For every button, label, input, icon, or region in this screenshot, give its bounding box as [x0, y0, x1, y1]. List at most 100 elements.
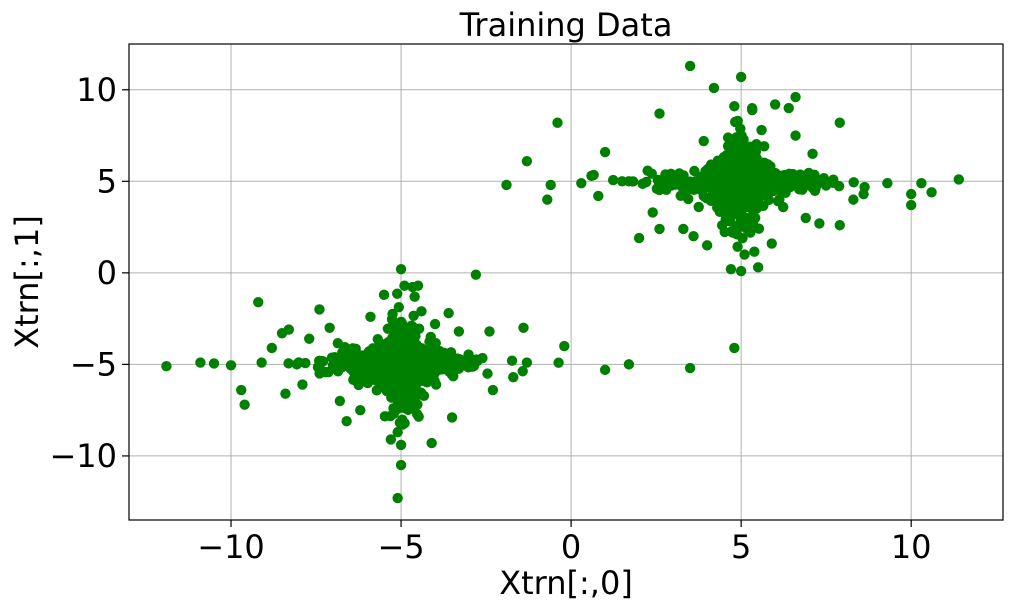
- data-point: [349, 374, 360, 386]
- chart-title: Training Data: [459, 6, 673, 44]
- data-point: [521, 155, 533, 167]
- data-point: [508, 372, 519, 383]
- data-point: [362, 377, 373, 389]
- data-point: [385, 434, 397, 445]
- data-point: [517, 366, 528, 377]
- data-point: [647, 207, 658, 218]
- data-point: [484, 326, 495, 337]
- data-point: [195, 357, 206, 368]
- data-point: [314, 304, 325, 315]
- data-point: [746, 103, 758, 114]
- data-point: [683, 193, 694, 205]
- data-point: [800, 212, 811, 224]
- data-point: [769, 99, 781, 110]
- data-point: [297, 379, 308, 390]
- data-point: [559, 340, 570, 352]
- data-point: [429, 318, 441, 330]
- data-point: [742, 159, 753, 170]
- data-point: [905, 199, 917, 211]
- y-axis-label: Xtrn[:,1]: [8, 215, 46, 349]
- data-point: [726, 176, 737, 188]
- y-tick-label: −5: [70, 345, 117, 383]
- data-point: [545, 179, 556, 191]
- data-point: [882, 177, 893, 189]
- data-point: [642, 165, 653, 176]
- x-tick-label: 10: [891, 528, 932, 566]
- data-point: [698, 135, 709, 147]
- data-point: [732, 241, 743, 252]
- data-point: [633, 232, 645, 244]
- data-point: [654, 223, 665, 235]
- data-point: [390, 362, 401, 373]
- y-tick-label: 5: [97, 162, 117, 200]
- data-point: [752, 262, 764, 273]
- data-point: [283, 324, 295, 335]
- data-point: [738, 181, 749, 192]
- data-point: [740, 170, 751, 182]
- x-tick-label: 5: [731, 528, 751, 566]
- data-point: [482, 368, 493, 379]
- data-point: [725, 263, 737, 275]
- data-point: [684, 60, 696, 72]
- data-point: [766, 238, 777, 249]
- data-point: [266, 342, 278, 354]
- data-point: [848, 177, 859, 188]
- data-point: [708, 82, 720, 94]
- data-point: [828, 174, 839, 185]
- data-point: [552, 117, 563, 128]
- data-point: [408, 362, 420, 374]
- data-point: [744, 148, 756, 159]
- data-point: [521, 357, 533, 368]
- data-point: [412, 399, 423, 410]
- x-axis-label: Xtrn[:,0]: [499, 564, 633, 602]
- data-point: [392, 288, 403, 299]
- data-point: [236, 384, 247, 396]
- data-point: [637, 178, 648, 190]
- data-point: [663, 179, 675, 191]
- data-point: [576, 177, 587, 189]
- data-point: [916, 177, 927, 189]
- data-point: [418, 390, 430, 402]
- data-point: [404, 375, 416, 386]
- data-point: [408, 346, 419, 357]
- data-point: [693, 201, 704, 213]
- data-point: [834, 220, 845, 231]
- data-point: [326, 352, 338, 363]
- data-point: [383, 354, 394, 365]
- y-tick-label: 0: [97, 254, 117, 292]
- data-point: [797, 184, 808, 195]
- data-point: [733, 192, 744, 204]
- x-tick-label: −10: [197, 528, 265, 566]
- axes-frame: [128, 43, 1004, 521]
- data-point: [745, 227, 756, 238]
- data-point: [715, 188, 726, 199]
- grid-lines: [129, 44, 1003, 520]
- data-point: [719, 226, 730, 238]
- data-point: [446, 412, 458, 423]
- data-point: [553, 357, 564, 368]
- data-point: [756, 124, 767, 136]
- data-point: [720, 213, 731, 225]
- data-point: [807, 148, 818, 160]
- data-point: [356, 350, 368, 361]
- data-point: [397, 419, 408, 430]
- data-point: [225, 360, 237, 371]
- data-point: [815, 174, 826, 186]
- scatter-points: [161, 60, 964, 504]
- data-point: [623, 176, 635, 187]
- data-point: [732, 115, 743, 127]
- data-point: [332, 337, 344, 349]
- axis-ticks: −10 −5 0 5 10 −10 −5 0 5 10: [49, 71, 931, 566]
- data-point: [291, 359, 302, 370]
- data-point: [304, 333, 315, 344]
- data-point: [738, 135, 749, 146]
- data-point: [805, 173, 817, 184]
- data-point: [651, 183, 663, 195]
- data-point: [501, 179, 512, 191]
- data-point: [434, 360, 445, 372]
- data-point: [599, 364, 611, 376]
- data-point: [341, 415, 352, 427]
- data-point: [599, 146, 611, 158]
- data-point: [334, 395, 346, 407]
